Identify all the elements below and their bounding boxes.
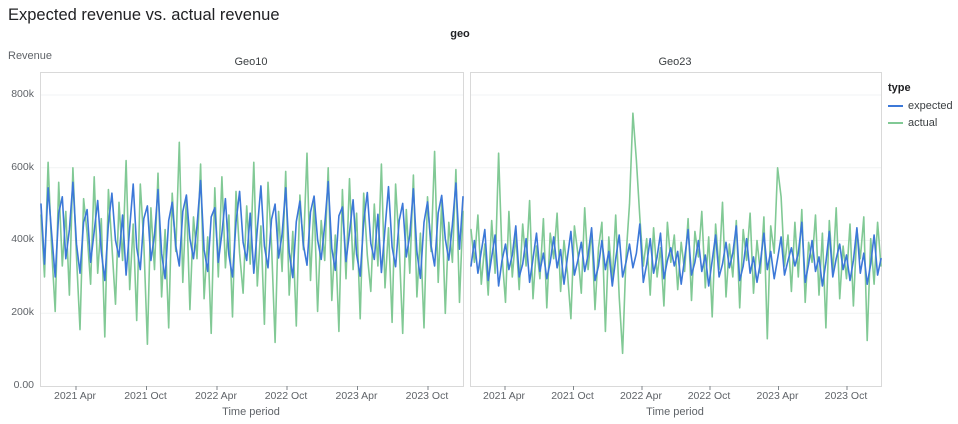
x-tick-label: 2022 Oct xyxy=(687,390,731,402)
facet-panel-geo10: Geo10 2021 Apr 2021 Oct 2022 Apr 2022 Oc… xyxy=(40,56,464,418)
legend-item-actual[interactable]: actual xyxy=(888,117,953,129)
x-tick-label: 2021 Oct xyxy=(551,390,594,402)
facet-title: Geo23 xyxy=(658,56,692,68)
x-tick-label: 2022 Apr xyxy=(619,390,662,402)
x-tick-label: 2023 Apr xyxy=(756,390,799,402)
expected-line-swatch-icon xyxy=(888,105,903,107)
y-tick-label: 200k xyxy=(11,306,34,318)
y-tick-label: 400k xyxy=(11,233,34,245)
x-axis-title: Time period xyxy=(222,406,280,418)
y-tick-label: 0.00 xyxy=(13,379,34,391)
actual-line-swatch-icon xyxy=(888,122,903,124)
legend-label: actual xyxy=(908,117,938,129)
legend-item-expected[interactable]: expected xyxy=(888,100,953,112)
x-tick-label: 2023 Oct xyxy=(405,390,449,402)
x-tick-label: 2023 Oct xyxy=(824,390,868,402)
y-tick-label: 600k xyxy=(11,161,34,173)
facet-panel-geo23: Geo23 2021 Apr 2021 Oct 2022 Apr 2022 Oc… xyxy=(470,56,882,418)
legend-title: type xyxy=(888,82,911,94)
legend: type expected actual xyxy=(888,82,953,134)
plot-area-geo10[interactable] xyxy=(40,72,464,390)
x-tick-label: 2023 Apr xyxy=(335,390,378,402)
x-tick-label: 2021 Apr xyxy=(53,390,97,402)
page-title: Expected revenue vs. actual revenue xyxy=(8,6,280,24)
y-axis-title: Revenue xyxy=(8,50,53,62)
y-tick-label: 800k xyxy=(11,88,34,100)
facet-field-label: geo xyxy=(450,28,470,40)
x-tick-label: 2021 Apr xyxy=(482,390,526,402)
plot-area-geo23[interactable] xyxy=(470,72,882,390)
x-axis-title: Time period xyxy=(646,406,704,418)
legend-label: expected xyxy=(908,100,953,112)
x-tick-label: 2022 Oct xyxy=(264,390,308,402)
facet-title: Geo10 xyxy=(234,56,268,68)
x-tick-label: 2022 Apr xyxy=(194,390,237,402)
x-tick-label: 2021 Oct xyxy=(124,390,167,402)
